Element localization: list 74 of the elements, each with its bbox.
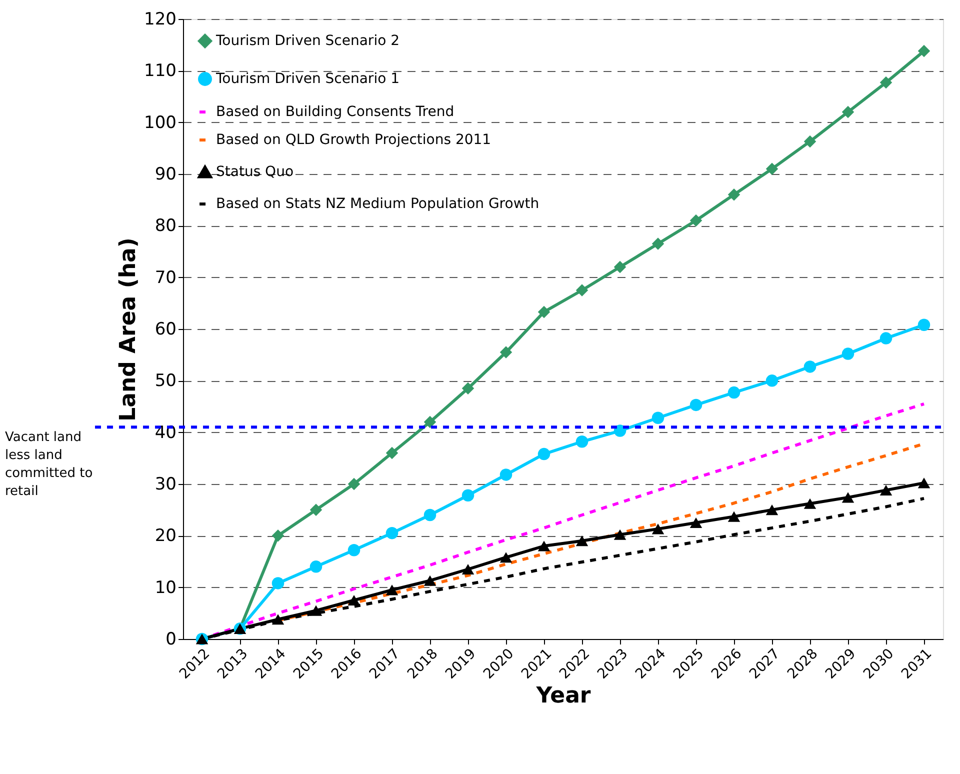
y-tick-label: 0 [166, 630, 176, 650]
y-tick-label: 10 [154, 578, 176, 598]
point [804, 360, 816, 373]
point [538, 306, 550, 318]
y-tick-label: 60 [154, 320, 176, 340]
point [310, 504, 322, 516]
point [538, 540, 550, 552]
point [918, 44, 930, 58]
y-tick-label: 30 [154, 474, 176, 494]
point [614, 424, 626, 437]
point [576, 284, 588, 296]
point [614, 529, 626, 540]
point [690, 517, 702, 528]
legend-label: Based on Stats NZ Medium Population Growth [216, 196, 540, 212]
point [576, 436, 588, 448]
point [424, 508, 436, 522]
point [728, 511, 740, 522]
point [272, 577, 284, 590]
point [842, 492, 854, 503]
point [880, 484, 892, 496]
point [690, 214, 702, 227]
point [804, 498, 816, 509]
point [462, 382, 474, 395]
point [538, 448, 550, 460]
point [462, 564, 474, 575]
point [424, 575, 436, 586]
point [918, 478, 930, 488]
point [348, 594, 360, 606]
point [576, 536, 588, 546]
y-tick-label: 100 [144, 112, 176, 133]
y-axis-title: Land Area (ha) [116, 238, 142, 422]
point [386, 584, 398, 596]
point [652, 524, 664, 534]
ref-line-label: Vacant land less land committed to retail [5, 430, 93, 500]
x-axis-title: Year [535, 684, 591, 709]
point [500, 552, 512, 563]
point [804, 135, 816, 148]
point [500, 346, 512, 358]
point [310, 560, 322, 573]
legend-label: Tourism Driven Scenario 2 [215, 33, 400, 49]
y-tick-label: 120 [144, 10, 176, 30]
y-tick-label: 90 [154, 164, 176, 184]
point [728, 188, 740, 201]
point [386, 526, 398, 540]
point [386, 446, 398, 460]
point [880, 332, 892, 344]
point [842, 348, 854, 360]
point [652, 412, 664, 424]
legend-label: Tourism Driven Scenario 1 [215, 71, 400, 87]
point [880, 76, 892, 89]
point [614, 260, 626, 274]
point [766, 162, 778, 175]
legend-label: Status Quo [216, 164, 294, 180]
legend-label: Based on QLD Growth Projections 2011 [216, 132, 492, 148]
y-tick-label: 20 [154, 526, 176, 546]
point [310, 605, 322, 616]
point [652, 238, 664, 250]
point [690, 398, 702, 412]
point [728, 386, 740, 399]
point [348, 544, 360, 556]
point [348, 478, 360, 490]
point [500, 468, 512, 481]
point [918, 318, 930, 331]
point [424, 416, 436, 428]
y-tick-label: 70 [154, 268, 176, 288]
point [272, 530, 284, 542]
y-tick-label: 110 [144, 61, 176, 82]
y-tick-label: 80 [154, 216, 176, 236]
legend-label: Based on Building Consents Trend [216, 104, 454, 120]
y-tick-label: 50 [154, 371, 176, 392]
point [766, 504, 778, 516]
point [462, 489, 474, 502]
point [766, 374, 778, 387]
point [842, 106, 854, 118]
